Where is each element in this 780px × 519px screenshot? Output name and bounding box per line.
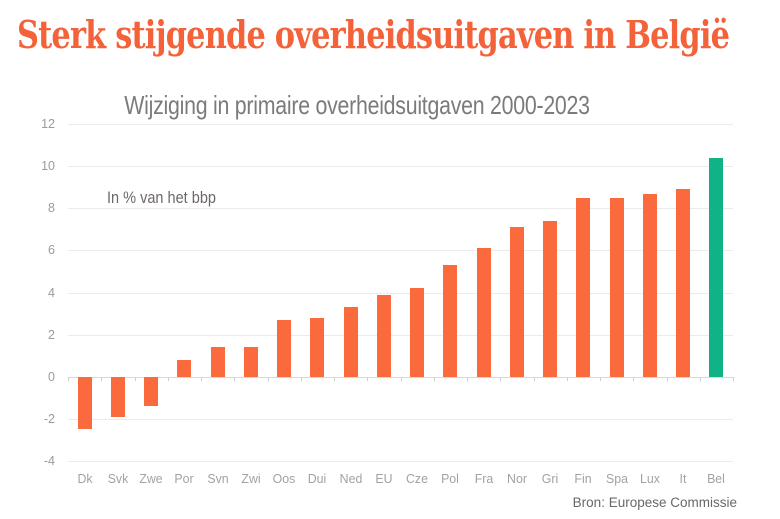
axis-tick	[334, 376, 335, 381]
gridline-2	[68, 334, 733, 336]
axis-tick	[733, 376, 734, 381]
x-tick-label-bel: Bel	[707, 471, 726, 486]
axis-tick	[600, 376, 601, 381]
bar-por	[177, 359, 192, 377]
bar-cze	[410, 288, 425, 377]
y-tick-label-12: 12	[41, 117, 55, 131]
axis-tick	[201, 376, 202, 381]
axis-unit-label: In % van het bbp	[107, 189, 216, 207]
axis-tick	[68, 376, 69, 381]
x-tick-label-zwi: Zwi	[241, 471, 261, 486]
plot-area: In % van het bbp	[68, 124, 734, 462]
x-tick-label-fra: Fra	[474, 471, 493, 486]
x-tick-label-spa: Spa	[605, 471, 628, 486]
x-tick-label-eu: EU	[375, 471, 393, 486]
bar-spa	[609, 197, 624, 377]
axis-tick	[234, 376, 236, 381]
axis-tick	[167, 376, 169, 381]
page-title: Sterk stijgende overheidsuitgaven in Bel…	[17, 12, 730, 57]
bar-dui	[310, 317, 325, 377]
bar-dk	[77, 376, 92, 430]
chart-title: Wijziging in primaire overheidsuitgaven …	[124, 90, 590, 120]
bar-zwi	[243, 347, 258, 377]
gridline-8	[68, 208, 733, 210]
gridline-10	[68, 166, 733, 168]
axis-tick	[566, 376, 568, 381]
x-tick-label-zwe: Zwe	[139, 471, 163, 486]
y-tick-label-6: 6	[48, 243, 55, 258]
y-tick-label-0: 0	[48, 369, 55, 384]
y-tick-label--2: -2	[43, 411, 55, 426]
bar-it	[676, 189, 691, 377]
axis-tick	[101, 376, 103, 381]
y-tick-label-8: 8	[48, 201, 55, 216]
y-tick-label-4: 4	[48, 285, 55, 300]
bar-fin	[576, 197, 591, 377]
axis-tick	[400, 376, 402, 381]
x-tick-label-oos: Oos	[272, 471, 296, 486]
bar-pol	[443, 265, 458, 377]
bar-svn	[210, 347, 225, 377]
bar-svk	[110, 376, 125, 417]
x-tick-label-dui: Dui	[308, 471, 327, 486]
gridline--4	[68, 461, 733, 462]
gridline-6	[68, 250, 733, 252]
x-tick-label-svn: Svn	[206, 471, 229, 486]
x-tick-label-fin: Fin	[574, 471, 592, 486]
bar-oos	[277, 319, 292, 377]
source-label: Bron: Europese Commissie	[572, 495, 737, 510]
axis-tick	[267, 376, 269, 381]
axis-tick	[666, 376, 668, 381]
x-tick-label-gri: Gri	[541, 471, 559, 486]
bar-fra	[476, 248, 491, 377]
axis-tick	[633, 376, 635, 381]
axis-tick	[300, 376, 302, 381]
bar-zwe	[144, 376, 159, 407]
x-tick-label-dk: Dk	[77, 471, 93, 486]
axis-tick	[367, 376, 369, 381]
axis-tick	[533, 376, 535, 381]
y-axis: 12 10 8 6 4 2 0 -2 -4	[0, 117, 55, 469]
gridline-12	[68, 124, 733, 125]
axis-tick	[134, 376, 136, 381]
bar-bel	[709, 157, 724, 377]
bar-gri	[543, 220, 558, 377]
y-tick-label-2: 2	[48, 327, 55, 342]
bar-eu	[376, 294, 391, 377]
x-tick-label-it: It	[679, 471, 687, 486]
x-tick-label-svk: Svk	[107, 471, 129, 486]
bar-nor	[509, 227, 524, 377]
x-tick-label-lux: Lux	[639, 471, 660, 486]
axis-tick	[699, 376, 701, 381]
bar-ned	[343, 307, 358, 377]
x-tick-label-pol: Pol	[441, 471, 460, 486]
gridline-4	[68, 292, 733, 294]
x-tick-label-cze: Cze	[406, 471, 429, 486]
x-tick-label-por: Por	[174, 471, 194, 486]
x-axis: Dk Svk Zwe Por Svn Zwi Oos Dui Ned EU Cze Pol Fra Nor…	[68, 471, 733, 487]
axis-tick	[467, 376, 468, 381]
y-tick-label--4: -4	[43, 454, 55, 468]
axis-tick	[433, 376, 435, 381]
x-tick-label-ned: Ned	[339, 471, 362, 486]
x-tick-label-nor: Nor	[506, 471, 527, 486]
gridline--2	[68, 418, 733, 420]
bar-lux	[642, 193, 657, 377]
y-tick-label-10: 10	[41, 159, 55, 174]
axis-tick	[500, 376, 502, 381]
